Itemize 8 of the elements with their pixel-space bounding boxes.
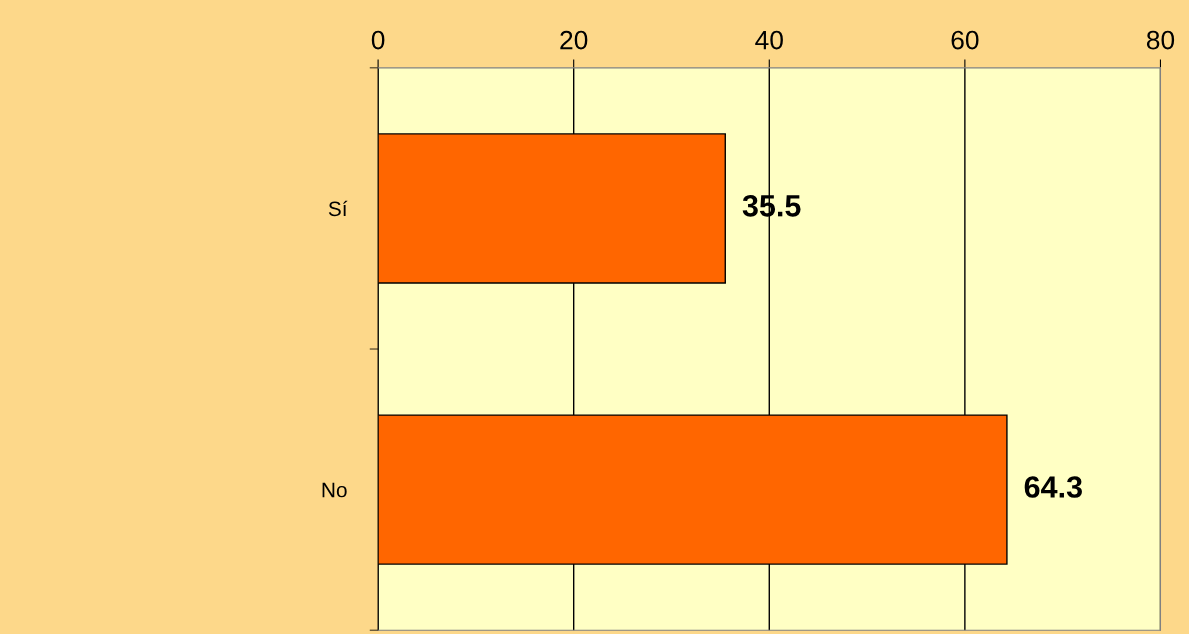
x-tick-label: 80	[1146, 30, 1175, 50]
x-tick-label: 40	[755, 30, 783, 50]
data-label: 64.3	[1024, 476, 1082, 498]
x-tick-label: 20	[560, 30, 588, 50]
y-tick-label: Sí	[328, 200, 348, 217]
y-tick-label: No	[322, 482, 347, 498]
x-tick-label: 0	[371, 30, 385, 50]
x-tick-label: 60	[951, 30, 979, 50]
